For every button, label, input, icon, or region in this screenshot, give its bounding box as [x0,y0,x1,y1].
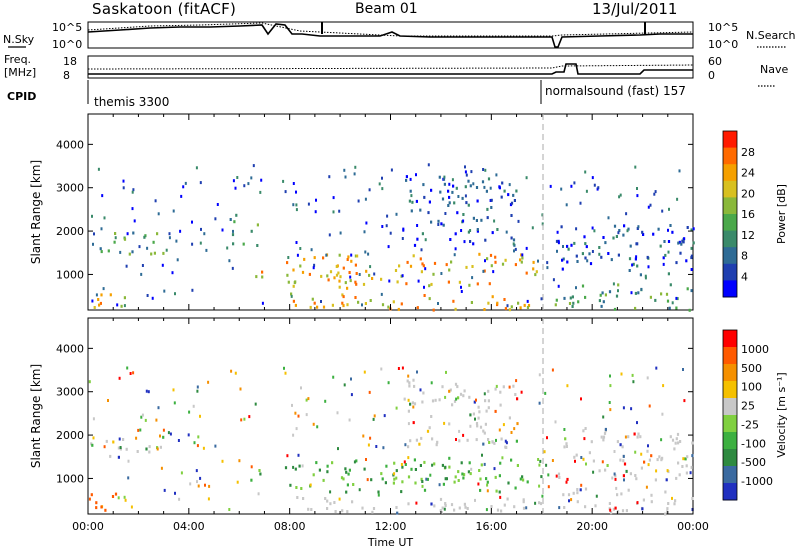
nsky-tick-top: 10^5 [52,21,82,34]
beam-title: Beam 01 [355,1,418,17]
xtick-6: 00:00 [677,520,709,533]
power-cbar-tick-3: 16 [741,208,755,221]
nsearch-tick-top: 10^5 [708,21,738,34]
xlabel: Time UT [367,536,413,549]
cpid-label: CPID [7,90,36,103]
power-frame [87,113,694,311]
power-feature-3 [255,270,264,279]
velocity-cbar-tick-5: -100 [741,437,766,450]
power-ytick-3: 4000 [56,138,84,151]
velocity-cbar-label: Velocity [m s⁻¹] [775,372,788,457]
power-cbar-tick-5: 8 [741,250,748,263]
power-noise [91,163,693,308]
power-ytick-1: 2000 [56,225,84,238]
nsky-trace [87,23,693,48]
velocity-cbar-tick-1: 500 [741,362,762,375]
power-cbar-label: Power [dB] [775,184,788,244]
nsky-label: N.Sky [3,33,35,46]
nave-tick-top: 60 [708,55,722,68]
velocity-cbar-tick-6: -500 [741,456,766,469]
power-feature-2 [229,213,259,247]
power-ytick-0: 1000 [56,268,84,281]
power-cbar-tick-2: 20 [741,187,755,200]
freq-label-1: Freq. [4,53,31,66]
nave-tick-bottom: 0 [708,69,715,82]
velocity-ytick-0: 1000 [56,472,84,485]
power-ytick-2: 3000 [56,182,84,195]
xtick-4: 16:00 [475,520,507,533]
power-panel [87,113,695,312]
xtick-1: 04:00 [173,520,205,533]
freq-panel [87,55,694,79]
power-cbar-tick-4: 12 [741,229,755,242]
velocity-frame [87,317,694,515]
velocity-cbar-tick-0: 1000 [741,343,769,356]
nsky-panel [87,21,694,49]
xtick-3: 12:00 [375,520,407,533]
velocity-feature-0 [90,492,118,512]
freq-label-2: [MHz] [4,66,36,79]
freq-trace [88,63,693,75]
velocity-noise [88,366,692,512]
nsearch-tick-bottom: 10^0 [708,38,738,51]
velocity-ylabel: Slant Range [km] [29,364,43,468]
cpid-bar [87,80,542,104]
labels: N.Sky 10^5 10^0 10^5 10^0 N.Search Freq.[MHz] 1… [3,21,796,109]
velocity-feature-5 [403,378,519,449]
power-feature-5 [290,292,531,312]
velocity-feature-3 [284,456,543,494]
power-ylabel: Slant Range [km] [29,160,43,264]
power-cbar-tick-0: 28 [741,146,755,159]
power-feature-1 [99,231,165,256]
nsearch-label: N.Search [746,29,796,42]
velocity-feature-2 [250,469,262,482]
xtick-5: 20:00 [576,520,608,533]
power-colorbar: 28 24 20 16 12 8 4 Power [dB] [722,130,788,298]
xtick-0: 00:00 [72,520,104,533]
cpid-mode-1: themis 3300 [94,95,169,109]
power-feature-8 [554,283,693,312]
cpid-mode-2: normalsound (fast) 157 [545,84,686,98]
velocity-ytick-3: 4000 [56,342,84,355]
nsearch-trace [87,22,694,37]
nave-trace [87,64,694,70]
power-feature-0 [93,293,126,309]
velocity-ytick-1: 2000 [56,429,84,442]
nsky-tick-bottom: 10^0 [52,38,82,51]
power-feature-4 [286,252,538,290]
freq-tick-top: 18 [63,55,77,68]
nave-label: Nave [760,63,788,76]
velocity-colorbar: 1000 500 100 25 -25 -100 -500 -1000 Velocity [m … [722,329,788,501]
power-cbar-tick-1: 24 [741,167,755,180]
velocity-cbar-tick-4: -25 [741,418,759,431]
power-cbar-tick-6: 4 [741,270,748,283]
velocity-feature-6 [557,427,694,482]
velocity-cbar-tick-7: -1000 [741,475,773,488]
velocity-panel [87,317,694,516]
xtick-2: 08:00 [274,520,306,533]
colorbars: 28 24 20 16 12 8 4 Power [dB] 1000 500 100 25 -25 -10… [722,130,788,501]
velocity-cbar-tick-2: 100 [741,381,762,394]
freq-tick-bottom: 8 [63,69,70,82]
velocity-cbar-tick-3: 25 [741,400,755,413]
date-title: 13/Jul/2011 [592,0,678,18]
velocity-feature-4 [296,496,543,515]
velocity-ytick-2: 3000 [56,386,84,399]
axes: 1000 2000 3000 4000 Slant Range [km] 1000 2000… [29,114,709,549]
station-title: Saskatoon (fitACF) [92,0,237,18]
